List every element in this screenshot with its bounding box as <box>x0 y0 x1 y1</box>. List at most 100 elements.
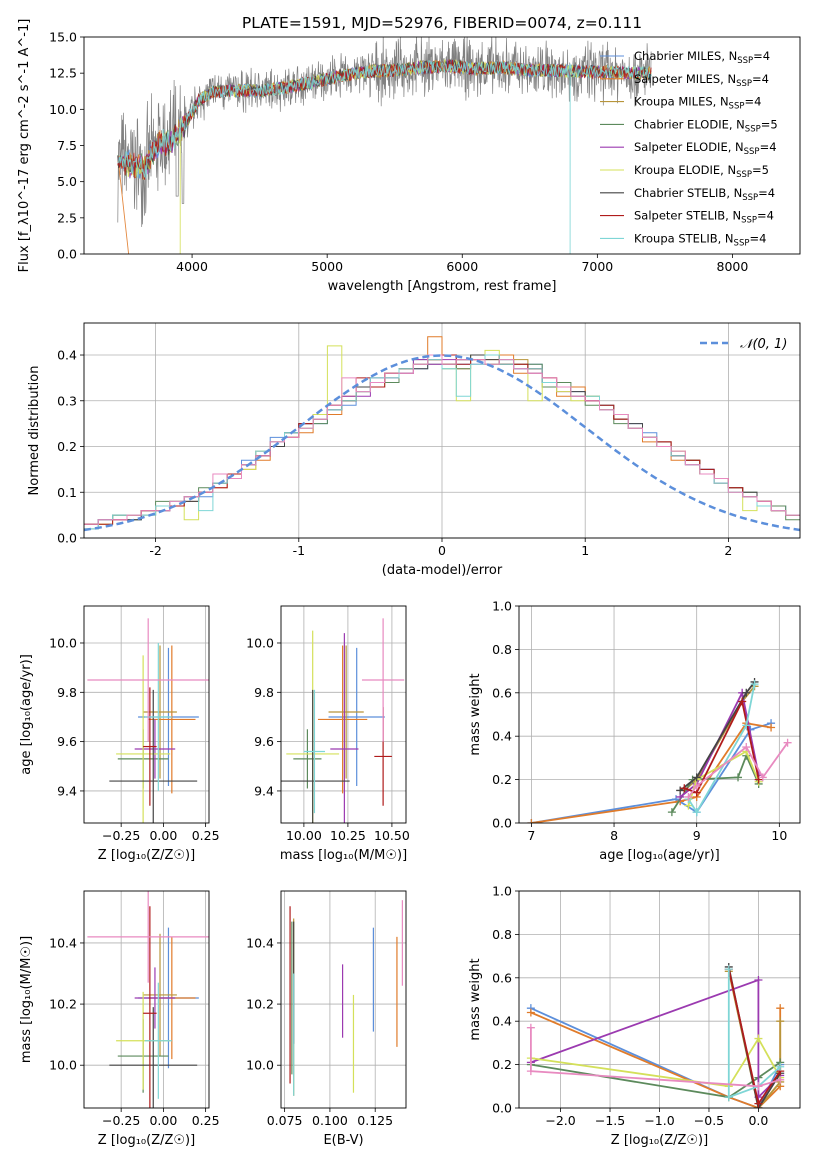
spectrum-legend: Chabrier MILES, NSSP=4 Salpeter MILES, NS… <box>600 49 778 248</box>
y-tick-label: 0.1 <box>57 485 77 500</box>
y-tick-label: 10.0 <box>49 102 77 117</box>
y-tick-label: 0.3 <box>57 393 77 408</box>
y-tick-label: 9.8 <box>254 685 274 700</box>
y-tick-label: 0.4 <box>492 1014 512 1029</box>
z-age-panel: −0.25 0.00 0.25 9.4 9.6 9.8 10.0 Z [log₁₀(Z/Z☉)… <box>19 605 220 863</box>
y-tick-label: 12.5 <box>49 66 77 81</box>
y-tick-label: 9.8 <box>57 685 77 700</box>
y-tick-label: 10.4 <box>246 935 274 950</box>
x-axis-label: (data-model)/error <box>382 563 503 578</box>
weight-marker <box>526 1008 535 1017</box>
x-tick-label: −2.0 <box>545 1113 575 1128</box>
y-tick-label: 0.0 <box>57 247 77 262</box>
x-tick-label: 7 <box>527 828 535 843</box>
y-axis-label: Flux [f_λ10^-17 erg cm^-2 s^-1 A^-1] <box>17 19 32 273</box>
axes-frame <box>83 322 801 539</box>
x-tick-label: -1 <box>293 543 305 558</box>
axes-frame <box>280 890 407 1109</box>
axes-frame <box>280 605 407 824</box>
y-tick-label: 9.4 <box>57 783 77 798</box>
x-tick-label: 0 <box>438 543 446 558</box>
z-mass-plot <box>87 891 209 1108</box>
chart-title: PLATE=1591, MJD=52976, FIBERID=0074, z=0… <box>242 14 642 32</box>
weight-marker <box>738 697 747 706</box>
weight-line <box>530 1061 781 1099</box>
y-axis-label: age [log₁₀(age/yr)] <box>19 654 34 775</box>
axes-frame <box>518 890 801 1109</box>
x-axis-label: age [log₁₀(age/yr)] <box>599 848 720 863</box>
y-tick-label: 10.2 <box>49 997 77 1012</box>
x-axis-label: wavelength [Angstrom, rest frame] <box>328 279 557 294</box>
y-axis-label: mass weight <box>468 673 483 755</box>
x-axis-label: mass [log₁₀(M/M☉)] <box>280 848 407 863</box>
weight-line <box>679 681 756 792</box>
legend-label: Kroupa STELIB, NSSP=4 <box>634 231 766 248</box>
weight-marker <box>724 965 733 974</box>
observed-spectrum-line <box>117 37 652 228</box>
y-tick-label: 9.6 <box>57 734 77 749</box>
weight-marker <box>767 723 776 732</box>
x-tick-label: −0.25 <box>102 828 140 843</box>
weight-line <box>530 1036 781 1088</box>
weight-marker <box>526 1023 535 1032</box>
legend-label: Salpeter ELODIE, NSSP=4 <box>634 140 777 157</box>
weight-marker <box>684 792 693 801</box>
weight-marker <box>754 1034 763 1043</box>
age-weight-plot <box>527 677 792 823</box>
legend-label: Kroupa MILES, NSSP=4 <box>634 95 761 112</box>
weight-marker <box>776 1004 785 1013</box>
weight-marker <box>754 1082 763 1091</box>
legend-label: Chabrier STELIB, NSSP=4 <box>634 186 775 203</box>
weight-marker <box>676 786 685 795</box>
axes-frame <box>518 605 801 824</box>
mass-age-plot <box>281 618 405 823</box>
weight-marker <box>692 773 701 782</box>
weight-marker <box>754 775 763 784</box>
z-weight-plot <box>526 962 785 1108</box>
x-tick-label: -2 <box>149 543 161 558</box>
x-tick-label: 9 <box>693 828 701 843</box>
y-tick-label: 1.0 <box>492 599 512 614</box>
weight-line <box>531 722 772 823</box>
weight-marker <box>776 1075 785 1084</box>
x-tick-label: 0.25 <box>192 828 220 843</box>
y-tick-label: 0.2 <box>57 439 77 454</box>
weight-marker <box>667 808 676 817</box>
y-tick-label: 9.6 <box>254 734 274 749</box>
y-tick-label: 0.4 <box>57 348 77 363</box>
y-tick-label: 0.0 <box>492 816 512 831</box>
y-tick-label: 0.8 <box>492 927 512 942</box>
residuals-plot <box>84 336 800 532</box>
y-tick-label: 0.0 <box>57 531 77 546</box>
y-tick-label: 1.0 <box>492 884 512 899</box>
x-tick-label: 6000 <box>446 259 478 274</box>
x-tick-label: 10.00 <box>286 828 322 843</box>
y-tick-label: 10.0 <box>246 1058 274 1073</box>
axes-frame <box>83 605 210 824</box>
weight-marker <box>754 1099 763 1108</box>
ebv-mass-panel: 0.075 0.100 0.125 10.0 10.2 10.4 E(B-V) <box>246 890 407 1148</box>
histogram-step <box>84 354 800 525</box>
weight-marker <box>742 721 751 730</box>
spectrum-panel: PLATE=1591, MJD=52976, FIBERID=0074, z=0… <box>17 14 801 294</box>
y-tick-label: 10.4 <box>49 935 77 950</box>
legend-label: Chabrier ELODIE, NSSP=5 <box>634 117 778 134</box>
y-tick-label: 2.5 <box>57 210 77 225</box>
legend-label: Chabrier MILES, NSSP=4 <box>634 49 770 66</box>
x-tick-label: 10.25 <box>330 828 366 843</box>
x-tick-label: 4000 <box>176 259 208 274</box>
y-tick-label: 10.0 <box>49 1058 77 1073</box>
weight-marker <box>724 1093 733 1102</box>
y-tick-label: 10.2 <box>246 997 274 1012</box>
y-tick-label: 0.2 <box>492 1057 512 1072</box>
x-tick-label: 8 <box>610 828 618 843</box>
weight-marker <box>742 743 751 752</box>
y-axis-label: mass [log₁₀(M/M☉)] <box>19 936 34 1063</box>
x-tick-label: 0.00 <box>149 828 177 843</box>
weight-line <box>683 685 756 792</box>
model-spectrum-line <box>117 59 652 254</box>
x-tick-label: 0.00 <box>149 1113 177 1128</box>
x-tick-label: 10.50 <box>374 828 410 843</box>
x-tick-label: 8000 <box>717 259 749 274</box>
weight-marker <box>750 680 759 689</box>
